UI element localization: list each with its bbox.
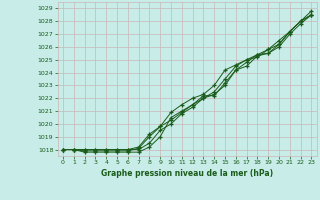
X-axis label: Graphe pression niveau de la mer (hPa): Graphe pression niveau de la mer (hPa) xyxy=(101,169,273,178)
